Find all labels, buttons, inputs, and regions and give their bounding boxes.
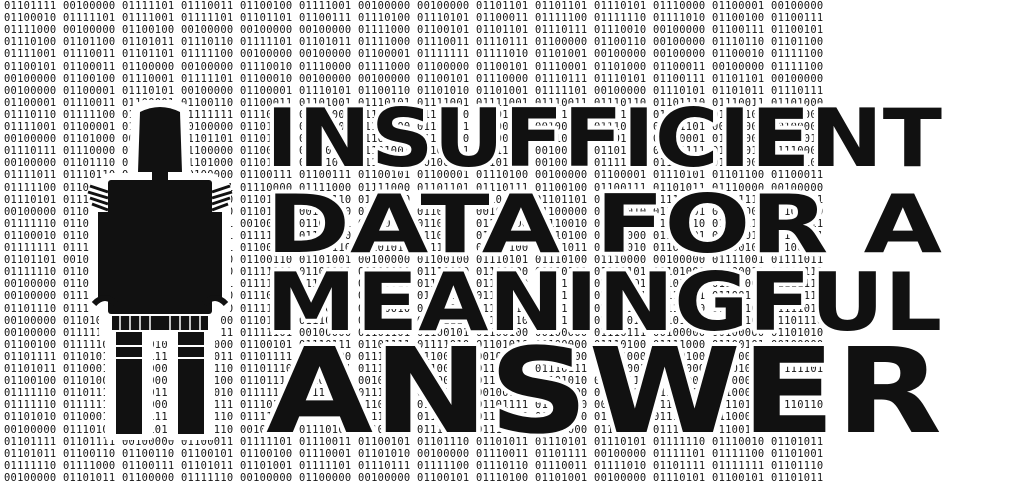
binary-row: 01101111 01101111 00100000 01100011 0111… bbox=[4, 435, 824, 448]
binary-row: 01100100 01101000 00100000 01100100 0110… bbox=[4, 375, 824, 388]
binary-row: 01110110 01111100 01100101 01111111 0111… bbox=[4, 108, 824, 121]
robot-silhouette-icon bbox=[87, 100, 233, 440]
binary-row: 01101011 01100110 01100110 01100101 0110… bbox=[4, 447, 824, 460]
binary-row: 00100000 01101110 01110111 01101000 0110… bbox=[4, 157, 824, 170]
binary-row: 00100000 01101011 01100000 01111110 0010… bbox=[4, 471, 824, 481]
binary-row: 01111111 01110101 01111100 01101111 0110… bbox=[4, 242, 824, 254]
binary-row: 01110100 01101100 01101011 01110110 0111… bbox=[4, 36, 824, 49]
binary-row: 01111001 01100001 01101111 00100000 0110… bbox=[4, 121, 824, 133]
binary-row: 01101101 00100000 01100010 00100000 0110… bbox=[4, 254, 824, 267]
binary-row: 00100000 01111111 01111010 01111011 0111… bbox=[4, 326, 824, 339]
headline: INSUFFICIENT DATA FOR A MEANINGFUL ANSWE… bbox=[262, 88, 946, 464]
headline-line-1: INSUFFICIENT bbox=[266, 92, 942, 185]
binary-row: 01111110 01101001 01100011 01111000 0111… bbox=[4, 266, 824, 279]
binary-row: 01101111 00100000 01111101 01110011 0110… bbox=[4, 0, 824, 12]
binary-row: 00100000 01100011 01111010 00100000 0110… bbox=[4, 205, 824, 218]
binary-row: 01111011 01110110 01100110 00100000 0110… bbox=[4, 169, 824, 182]
binary-row: 01111110 01111110 00100000 01100111 0111… bbox=[4, 399, 824, 412]
binary-row: 01111100 01101111 01100010 01110101 0111… bbox=[4, 181, 824, 194]
binary-row: 00100000 01100101 01100011 01110111 0111… bbox=[4, 278, 824, 291]
binary-row: 01100001 01110011 01100001 01100110 0110… bbox=[4, 96, 824, 109]
headline-line-3: MEANINGFUL bbox=[266, 256, 942, 349]
binary-row: 01111110 01111000 01100111 01101011 0110… bbox=[4, 459, 824, 472]
binary-row: 01100010 01111101 01111001 01111101 0110… bbox=[4, 12, 824, 25]
binary-row: 01101010 01100011 01101111 01111110 0111… bbox=[4, 411, 824, 424]
binary-row: 01111110 01101110 01100111 01111001 0010… bbox=[4, 217, 824, 230]
binary-row: 01100101 01100011 01100000 00100000 0111… bbox=[4, 60, 824, 73]
headline-line-4: ANSWER bbox=[266, 322, 942, 460]
headline-line-2: DATA FOR A bbox=[266, 178, 942, 271]
binary-row: 01111110 01101111 01110111 01100010 0111… bbox=[4, 387, 824, 400]
binary-row: 00100000 01101010 01110100 00100000 0110… bbox=[4, 314, 824, 327]
binary-row: 01110101 01111000 01111000 01110100 0110… bbox=[4, 193, 824, 206]
binary-row: 00100000 01110000 01110100 00100000 0111… bbox=[4, 290, 824, 303]
binary-row: 00100000 01100001 01110101 00100000 0110… bbox=[4, 84, 824, 97]
binary-row: 01111001 01110011 01101101 01111100 0010… bbox=[4, 48, 824, 61]
binary-row: 00100000 01101000 00100000 01101101 0110… bbox=[4, 133, 824, 146]
binary-row: 00100000 01110101 01111011 01110110 0010… bbox=[4, 423, 824, 436]
binary-row: 01110111 01110000 01101111 01100000 0110… bbox=[4, 145, 824, 158]
binary-row: 00100000 01100100 01110001 01111101 0110… bbox=[4, 72, 824, 85]
binary-row: 01111000 00100000 01100100 00100000 0010… bbox=[4, 24, 824, 37]
binary-row: 01100010 01101110 01111111 01101001 0111… bbox=[4, 229, 824, 242]
binary-row: 01101110 01111111 00100000 00100000 0111… bbox=[4, 302, 824, 315]
binary-row: 01101011 01100011 00100000 01110110 0110… bbox=[4, 363, 824, 375]
binary-row: 01100100 01111100 01100101 00100000 0110… bbox=[4, 338, 824, 351]
binary-row: 01101111 01101010 01111111 01101011 0110… bbox=[4, 350, 824, 363]
